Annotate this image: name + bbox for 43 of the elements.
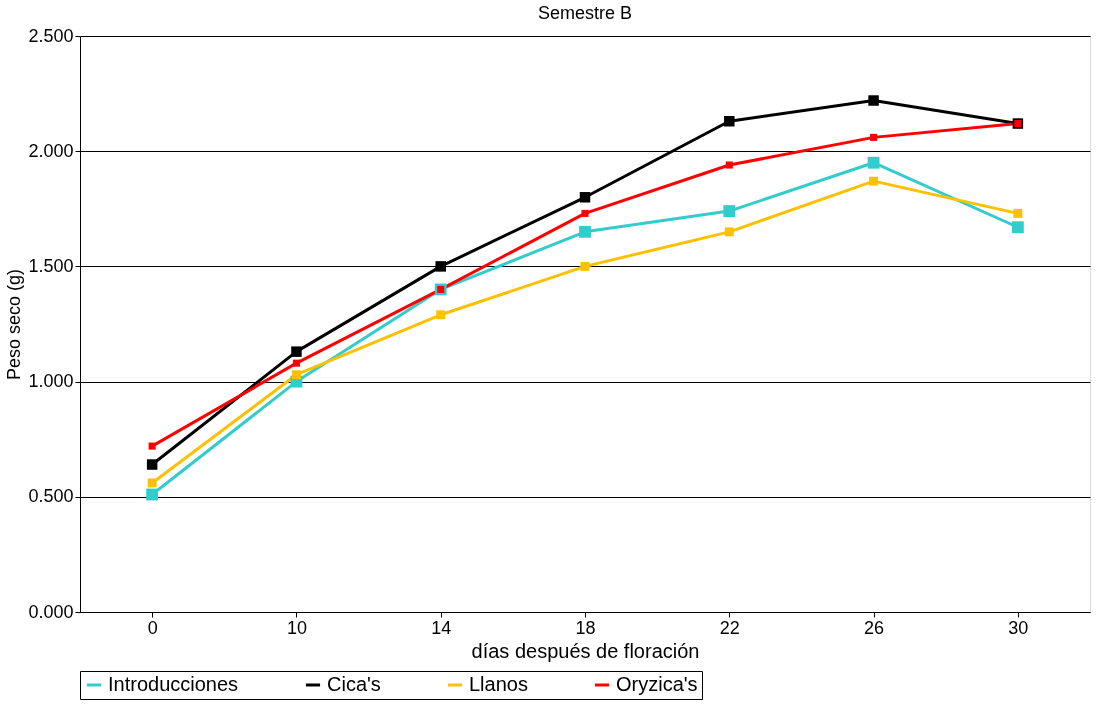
point [146, 459, 158, 470]
x-tick-label: 26 [864, 617, 885, 638]
legend-label: Oryzica's [616, 673, 698, 695]
point [147, 478, 157, 488]
point [580, 261, 590, 271]
x-tick-label: 0 [147, 617, 158, 638]
legend-label: Cica's [327, 673, 381, 695]
x-tick-label: 14 [431, 617, 452, 638]
x-tick-label: 18 [575, 617, 596, 638]
point [869, 176, 879, 186]
y-tick-label: 0.000 [28, 601, 74, 622]
y-tick-label: 2.500 [28, 25, 74, 46]
point [292, 359, 300, 367]
y-tick-label: 2.000 [28, 140, 74, 161]
point [1013, 208, 1023, 218]
x-tick-label: 30 [1008, 617, 1029, 638]
chart-title: Semestre B [537, 3, 633, 23]
y-tick-label: 1.000 [28, 371, 74, 392]
x-tick-label: 10 [286, 617, 307, 638]
point [725, 161, 733, 169]
y-axis-title: Peso seco (g) [4, 268, 25, 381]
y-tick-label: 0.500 [28, 486, 74, 507]
point [146, 488, 159, 501]
point [148, 442, 156, 450]
point [870, 133, 878, 141]
x-axis-title: días después de floración [471, 639, 700, 662]
point [723, 205, 736, 218]
point [291, 346, 302, 357]
legend-label: Introducciones [108, 673, 239, 695]
point [435, 261, 446, 272]
point [579, 225, 591, 238]
y-tick-label: 1.500 [28, 255, 74, 276]
legend-label: Llanos [469, 673, 528, 695]
x-tick-label: 22 [719, 617, 740, 638]
point [436, 310, 446, 320]
point [867, 156, 880, 169]
point [724, 116, 735, 127]
point [868, 95, 879, 106]
point [724, 227, 734, 237]
point [1011, 221, 1024, 234]
point [579, 192, 591, 203]
point [581, 209, 589, 217]
point [291, 370, 301, 380]
